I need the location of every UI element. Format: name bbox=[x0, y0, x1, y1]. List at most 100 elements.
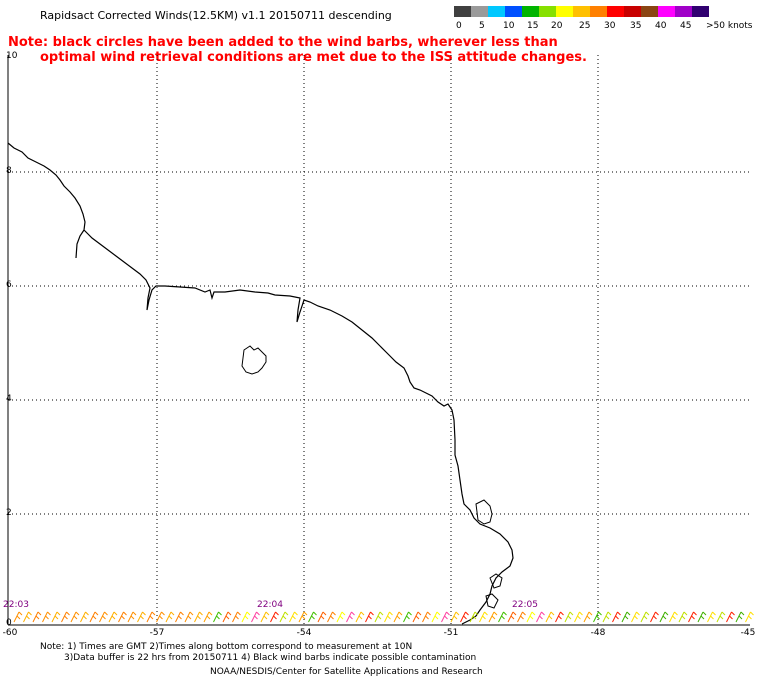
wind-barb bbox=[51, 611, 61, 623]
wind-barb bbox=[355, 611, 365, 623]
wind-barb bbox=[251, 611, 260, 623]
colorbar-swatch bbox=[505, 6, 522, 17]
wind-barb bbox=[488, 611, 498, 623]
lat-label: 4 bbox=[6, 394, 12, 404]
map-title: Rapidsact Corrected Winds(12.5KM) v1.1 2… bbox=[40, 9, 392, 22]
time-label: 22:03 bbox=[3, 600, 29, 610]
wind-barb bbox=[621, 611, 631, 623]
wind-barb bbox=[469, 611, 479, 623]
wind-barb bbox=[213, 611, 222, 623]
colorbar-swatch bbox=[454, 6, 471, 17]
wind-barb bbox=[650, 611, 659, 623]
wind-barb bbox=[279, 611, 289, 623]
colorbar-swatch bbox=[471, 6, 488, 17]
wind-barb bbox=[118, 611, 127, 623]
wind-barb bbox=[422, 611, 431, 623]
legend-label: 40 bbox=[655, 21, 667, 31]
legend-label: 5 bbox=[479, 21, 485, 31]
wind-barb bbox=[298, 611, 308, 623]
wind-barb bbox=[659, 611, 669, 623]
legend-label: >50 knots bbox=[706, 21, 753, 31]
colorbar-swatch bbox=[624, 6, 641, 17]
colorbar-swatch bbox=[556, 6, 573, 17]
lat-label: 10 bbox=[6, 51, 18, 61]
lat-label: 8 bbox=[6, 166, 12, 176]
wind-barb bbox=[441, 611, 450, 623]
wind-barb bbox=[203, 611, 213, 623]
wind-barb bbox=[137, 611, 146, 623]
legend-label: 0 bbox=[456, 21, 462, 31]
colorbar-swatch bbox=[573, 6, 590, 17]
wind-barb bbox=[745, 611, 754, 623]
credit-line: NOAA/NESDIS/Center for Satellite Applica… bbox=[210, 667, 483, 677]
note-line-1: Note: black circles have been added to t… bbox=[8, 35, 558, 50]
wind-barb bbox=[450, 611, 460, 623]
wind-barb bbox=[232, 611, 241, 623]
time-label: 22:05 bbox=[512, 600, 538, 610]
wind-barb bbox=[498, 611, 507, 623]
wind-barb bbox=[127, 611, 137, 623]
lon-label: -45 bbox=[740, 628, 756, 638]
time-label: 22:04 bbox=[257, 600, 283, 610]
lat-label: 2 bbox=[6, 508, 12, 518]
delta-islands bbox=[475, 499, 503, 609]
legend-label: 20 bbox=[551, 21, 563, 31]
wind-barb bbox=[431, 611, 441, 623]
wind-barb bbox=[13, 611, 23, 623]
wind-barb bbox=[726, 611, 735, 623]
wind-barb bbox=[222, 611, 232, 623]
wind-barb bbox=[32, 611, 42, 623]
wind-barb bbox=[460, 611, 469, 623]
wind-barb bbox=[593, 611, 602, 623]
wind-barb bbox=[175, 611, 184, 623]
wind-barb bbox=[108, 611, 118, 623]
note-line-2: optimal wind retrieval conditions are me… bbox=[40, 50, 587, 65]
wind-barb bbox=[697, 611, 707, 623]
wind-barb bbox=[327, 611, 336, 623]
wind-barb bbox=[574, 611, 583, 623]
legend-label: 30 bbox=[604, 21, 616, 31]
wind-barb bbox=[374, 611, 384, 623]
wind-barb bbox=[564, 611, 574, 623]
wind-barb bbox=[412, 611, 422, 623]
legend-label: 15 bbox=[527, 21, 539, 31]
wind-barb bbox=[545, 611, 555, 623]
lon-label: -57 bbox=[149, 628, 165, 638]
colorbar-swatch bbox=[522, 6, 539, 17]
legend-label: 45 bbox=[680, 21, 692, 31]
footnote-line-2: 3)Data buffer is 22 hrs from 20150711 4)… bbox=[64, 653, 477, 663]
wind-barbs bbox=[13, 611, 754, 623]
lon-label: -51 bbox=[443, 628, 459, 638]
coastline bbox=[7, 142, 514, 625]
wind-barb bbox=[517, 611, 526, 623]
wind-barb bbox=[184, 611, 194, 623]
wind-barb bbox=[317, 611, 327, 623]
wind-barb bbox=[165, 611, 175, 623]
legend-label: 35 bbox=[630, 21, 642, 31]
wind-barb bbox=[602, 611, 612, 623]
colorbar-swatch bbox=[641, 6, 658, 17]
wind-barb bbox=[156, 611, 165, 623]
wind-barb bbox=[612, 611, 621, 623]
wind-barb bbox=[688, 611, 697, 623]
wind-barb bbox=[42, 611, 51, 623]
wind-barb bbox=[678, 611, 688, 623]
wind-barb bbox=[384, 611, 393, 623]
colorbar-swatch bbox=[607, 6, 624, 17]
lon-label: -60 bbox=[2, 628, 18, 638]
wind-barb bbox=[403, 611, 412, 623]
wind-barb bbox=[716, 611, 726, 623]
wind-barb bbox=[735, 611, 745, 623]
wind-barb bbox=[536, 611, 545, 623]
wind-barb bbox=[241, 611, 251, 623]
wind-barb bbox=[308, 611, 317, 623]
wind-barb bbox=[80, 611, 89, 623]
wind-barb bbox=[70, 611, 80, 623]
colorbar-swatch bbox=[590, 6, 607, 17]
wind-barb bbox=[479, 611, 488, 623]
wind-barb bbox=[346, 611, 355, 623]
wind-barb bbox=[260, 611, 270, 623]
island bbox=[241, 345, 267, 375]
colorbar-swatch bbox=[658, 6, 675, 17]
wind-barb bbox=[640, 611, 650, 623]
